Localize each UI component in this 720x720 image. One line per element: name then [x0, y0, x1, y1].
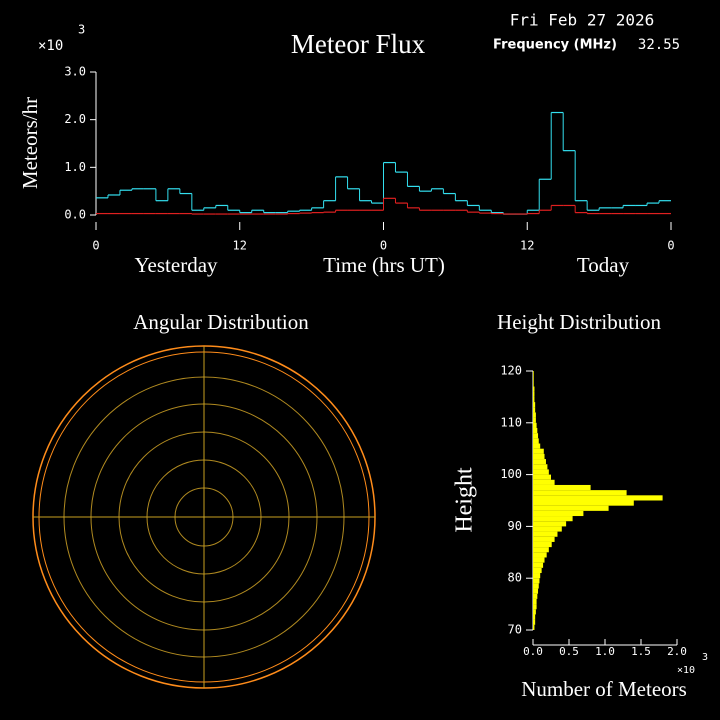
frequency: 32.55	[638, 37, 680, 53]
bar	[533, 469, 549, 475]
bar	[533, 521, 567, 527]
x-tick-label: 0	[92, 239, 99, 253]
bar	[533, 510, 584, 517]
y-tick-label: 120	[500, 364, 522, 378]
bar	[533, 531, 558, 537]
y-tick-label: 3.0	[64, 65, 86, 79]
bar	[533, 500, 634, 506]
bar	[533, 614, 536, 620]
bar	[533, 381, 534, 387]
x-tick-label: 0	[380, 239, 387, 253]
y-tick-label: 70	[508, 623, 522, 637]
x-tick-label: 12	[520, 239, 534, 253]
bar	[533, 624, 535, 630]
bar	[533, 609, 536, 615]
bar	[533, 583, 539, 589]
bar	[533, 371, 534, 377]
y-tick-label: 80	[508, 571, 522, 585]
bar	[533, 422, 537, 428]
x-multiplier: ×10	[677, 665, 695, 676]
x-tick-label: 0.0	[523, 645, 543, 658]
bar	[533, 396, 535, 403]
bar	[533, 453, 545, 460]
bar	[533, 505, 609, 511]
y-tick-label: 2.0	[64, 112, 86, 126]
bar	[533, 598, 537, 605]
y-tick-label: 110	[500, 415, 522, 429]
y-axis-label: Meteors/hr	[18, 97, 42, 189]
x-multiplier-exponent: 3	[702, 652, 708, 663]
bar	[533, 474, 551, 480]
bar	[533, 448, 544, 454]
y-tick-label: 100	[500, 467, 522, 481]
bar	[533, 588, 539, 594]
date: Fri Feb 27 2026	[510, 11, 655, 30]
y-multiplier: ×10	[38, 38, 63, 54]
bar	[533, 578, 540, 584]
bar	[533, 438, 539, 444]
bar	[533, 412, 536, 418]
bar	[533, 557, 545, 563]
day-label: Yesterday	[134, 253, 218, 277]
day-label: Today	[577, 253, 630, 277]
bar	[533, 479, 555, 485]
bar	[533, 427, 538, 434]
bar	[533, 433, 539, 439]
chart-title: Meteor Flux	[291, 29, 426, 59]
bar	[533, 391, 535, 397]
bar	[533, 386, 535, 392]
x-tick-label: 1.5	[631, 645, 651, 658]
bar	[533, 604, 537, 610]
x-axis-label: Number of Meteors	[521, 677, 687, 701]
bar	[533, 573, 541, 579]
bar	[533, 490, 627, 496]
y-multiplier-exponent: 3	[78, 23, 85, 37]
bar	[533, 417, 536, 423]
frequency-label: Frequency (MHz)	[493, 38, 617, 53]
x-tick-label: 0	[667, 239, 674, 253]
x-tick-label: 1.0	[595, 645, 615, 658]
polar-grid	[32, 345, 376, 689]
chart-title: Height Distribution	[497, 310, 661, 334]
y-axis-label: Height	[452, 467, 478, 533]
y-tick-label: 0.0	[64, 208, 86, 222]
bar	[533, 484, 591, 491]
bar	[533, 495, 663, 501]
bar	[533, 547, 549, 553]
bar	[533, 562, 544, 568]
x-tick-label: 2.0	[667, 645, 687, 658]
bar	[533, 407, 536, 413]
y-tick-label: 1.0	[64, 160, 86, 174]
y-tick-label: 90	[508, 519, 522, 533]
bar	[533, 552, 547, 558]
bar	[533, 541, 552, 548]
bar	[533, 459, 546, 465]
bar	[533, 376, 534, 382]
x-tick-label: 0.5	[559, 645, 579, 658]
x-tick-label: 12	[233, 239, 247, 253]
x-axis-label: Time (hrs UT)	[323, 253, 445, 277]
bar	[533, 567, 542, 574]
bar	[533, 464, 548, 470]
bar	[533, 526, 562, 532]
bar	[533, 619, 536, 625]
bar	[533, 402, 536, 408]
chart-title: Angular Distribution	[133, 310, 309, 334]
bar	[533, 516, 573, 522]
bar	[533, 536, 555, 542]
bar	[533, 443, 541, 449]
bar	[533, 593, 538, 599]
